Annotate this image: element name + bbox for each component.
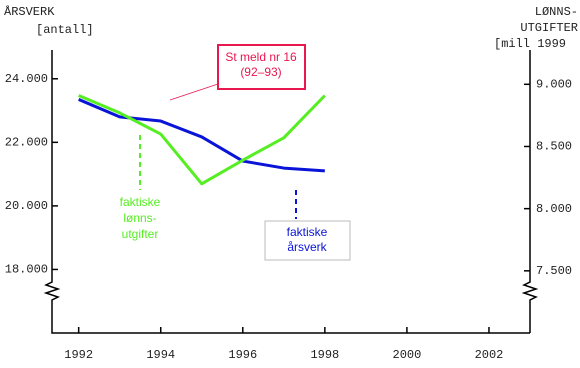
annotation: St meld nr 16 xyxy=(225,50,297,64)
y2-tick-label: 9.000 xyxy=(536,77,572,91)
annotation-box xyxy=(217,44,306,90)
y2-tick-label: 7.500 xyxy=(536,264,572,278)
y2-tick-label: 8.000 xyxy=(536,202,572,216)
annotation: lønns- xyxy=(123,211,156,225)
annotation-box xyxy=(264,220,351,261)
y-axis-title: [antall] xyxy=(36,23,94,37)
x-tick-label: 1994 xyxy=(146,348,175,362)
y-tick-label: 18.000 xyxy=(5,263,48,277)
y-tick-label: 20.000 xyxy=(5,199,48,213)
annotation: utgifter xyxy=(122,227,159,241)
y2-axis-title: LØNNS- xyxy=(535,5,578,19)
y2-axis-title: [mill 1999 xyxy=(494,37,566,51)
annotation-leader xyxy=(169,83,219,101)
x-tick-label: 2002 xyxy=(475,348,504,362)
x-tick-label: 1998 xyxy=(310,348,339,362)
y2-axis xyxy=(521,50,539,333)
y2-tick-label: 8.500 xyxy=(536,140,572,154)
y-axis xyxy=(43,50,530,334)
x-tick-label: 1992 xyxy=(64,348,93,362)
x-tick-label: 2000 xyxy=(393,348,422,362)
annotation: årsverk xyxy=(287,240,327,254)
axes xyxy=(43,50,539,334)
y-axis-title: ÅRSVERK xyxy=(4,4,55,19)
annotation: faktiske xyxy=(120,195,161,209)
annotation: (92–93) xyxy=(240,65,281,79)
y2-axis-title: UTGIFTER xyxy=(520,21,578,35)
y-tick-label: 24.000 xyxy=(5,72,48,86)
series-line xyxy=(78,94,326,186)
y-tick-label: 22.000 xyxy=(5,136,48,150)
x-tick-label: 1996 xyxy=(228,348,257,362)
annotation: faktiske xyxy=(287,225,328,239)
